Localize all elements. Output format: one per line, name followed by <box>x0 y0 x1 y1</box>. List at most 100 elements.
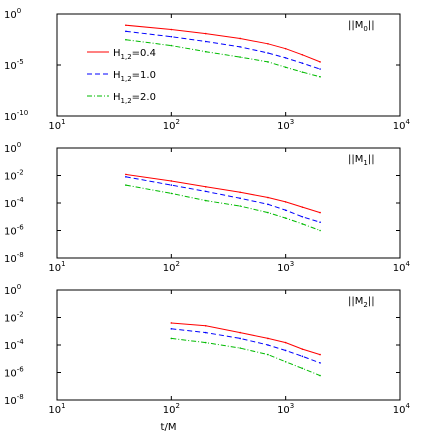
data-point <box>125 38 127 41</box>
data-point <box>239 347 241 349</box>
data-point <box>284 341 287 344</box>
panel-label: ||M1|| <box>348 154 375 167</box>
data-point <box>125 24 127 26</box>
data-point <box>301 348 304 350</box>
data-point <box>170 28 173 31</box>
data-point <box>125 184 127 186</box>
x-tick-label: 104 <box>393 260 411 274</box>
data-point <box>170 35 173 38</box>
series-line-solid <box>125 24 321 63</box>
x-tick-label: 102 <box>163 260 180 274</box>
y-tick-label: 100 <box>4 283 21 297</box>
data-point <box>284 57 287 59</box>
x-tick-label: 103 <box>277 260 294 274</box>
x-tick-label: 104 <box>393 118 411 132</box>
data-point <box>170 337 173 340</box>
data-point <box>239 205 241 207</box>
data-point <box>204 324 207 327</box>
data-point <box>301 71 304 73</box>
data-point <box>239 56 241 58</box>
data-point <box>301 54 304 56</box>
data-point <box>319 211 321 214</box>
x-tick-label: 104 <box>393 402 411 416</box>
data-point <box>301 367 304 370</box>
x-tick-label: 101 <box>48 260 65 274</box>
data-point <box>170 192 173 195</box>
data-point <box>284 349 287 352</box>
y-tick-label: 100 <box>4 7 21 21</box>
data-point <box>239 46 241 48</box>
data-point <box>267 52 269 54</box>
data-point <box>239 331 241 334</box>
data-point <box>170 328 173 330</box>
data-point <box>267 353 269 356</box>
data-point <box>319 61 321 63</box>
data-point <box>319 221 321 224</box>
y-tick-label: 10-6 <box>4 366 24 380</box>
data-point <box>284 209 287 211</box>
y-tick-label: 10-4 <box>4 196 24 210</box>
series-line-dashed <box>125 30 321 70</box>
y-tick-label: 10-8 <box>4 393 24 407</box>
data-point <box>204 190 207 193</box>
y-tick-label: 10-4 <box>4 338 24 352</box>
series-line-solid <box>125 173 321 214</box>
x-tick-label: 101 <box>48 402 65 416</box>
y-tick-label: 100 <box>4 141 21 155</box>
legend-entry: H1,2=0.4 <box>113 48 156 61</box>
x-tick-label: 102 <box>163 118 180 132</box>
data-point <box>239 337 241 340</box>
data-point <box>301 62 304 65</box>
data-point <box>170 180 173 182</box>
data-point <box>319 68 321 70</box>
series-line-dashdot <box>125 184 321 231</box>
data-point <box>204 32 207 35</box>
data-point <box>267 196 269 199</box>
data-point <box>204 199 207 202</box>
panel-label: ||M2|| <box>348 296 375 309</box>
data-point <box>319 75 321 78</box>
data-point <box>284 201 287 203</box>
data-point <box>319 353 321 356</box>
data-point <box>319 374 321 377</box>
data-point <box>267 203 269 206</box>
data-point <box>284 66 287 69</box>
data-point <box>239 197 241 200</box>
data-point <box>301 355 304 358</box>
data-point <box>170 44 173 47</box>
data-point <box>170 184 173 186</box>
x-tick-label: 103 <box>277 402 294 416</box>
y-tick-label: 10-6 <box>4 224 24 238</box>
data-point <box>267 344 269 346</box>
legend-entry: H1,2=1.0 <box>113 70 156 83</box>
y-tick-label: 10-5 <box>4 58 24 72</box>
data-point <box>239 191 241 194</box>
legend-entry: H1,2=2.0 <box>113 92 156 105</box>
x-axis-label: t/M <box>161 422 177 433</box>
y-tick-label: 10-8 <box>4 251 24 265</box>
series-line-dashed <box>125 176 321 223</box>
data-point <box>267 61 269 63</box>
x-tick-label: 103 <box>277 118 294 132</box>
data-point <box>204 331 207 334</box>
data-point <box>204 40 207 43</box>
x-tick-label: 101 <box>48 118 65 132</box>
data-point <box>267 337 269 340</box>
data-point <box>284 47 287 50</box>
data-point <box>301 223 304 225</box>
data-point <box>204 186 207 188</box>
panel-label: ||M0|| <box>348 20 375 33</box>
data-point <box>239 37 241 40</box>
data-point <box>204 341 207 344</box>
y-tick-label: 10-2 <box>4 311 24 325</box>
data-point <box>204 50 207 53</box>
y-tick-label: 10-2 <box>4 169 24 183</box>
data-point <box>301 206 304 208</box>
data-point <box>284 217 287 219</box>
data-point <box>319 362 321 364</box>
data-point <box>267 42 269 45</box>
x-tick-label: 102 <box>163 402 180 416</box>
data-point <box>284 361 287 363</box>
data-point <box>125 173 127 176</box>
